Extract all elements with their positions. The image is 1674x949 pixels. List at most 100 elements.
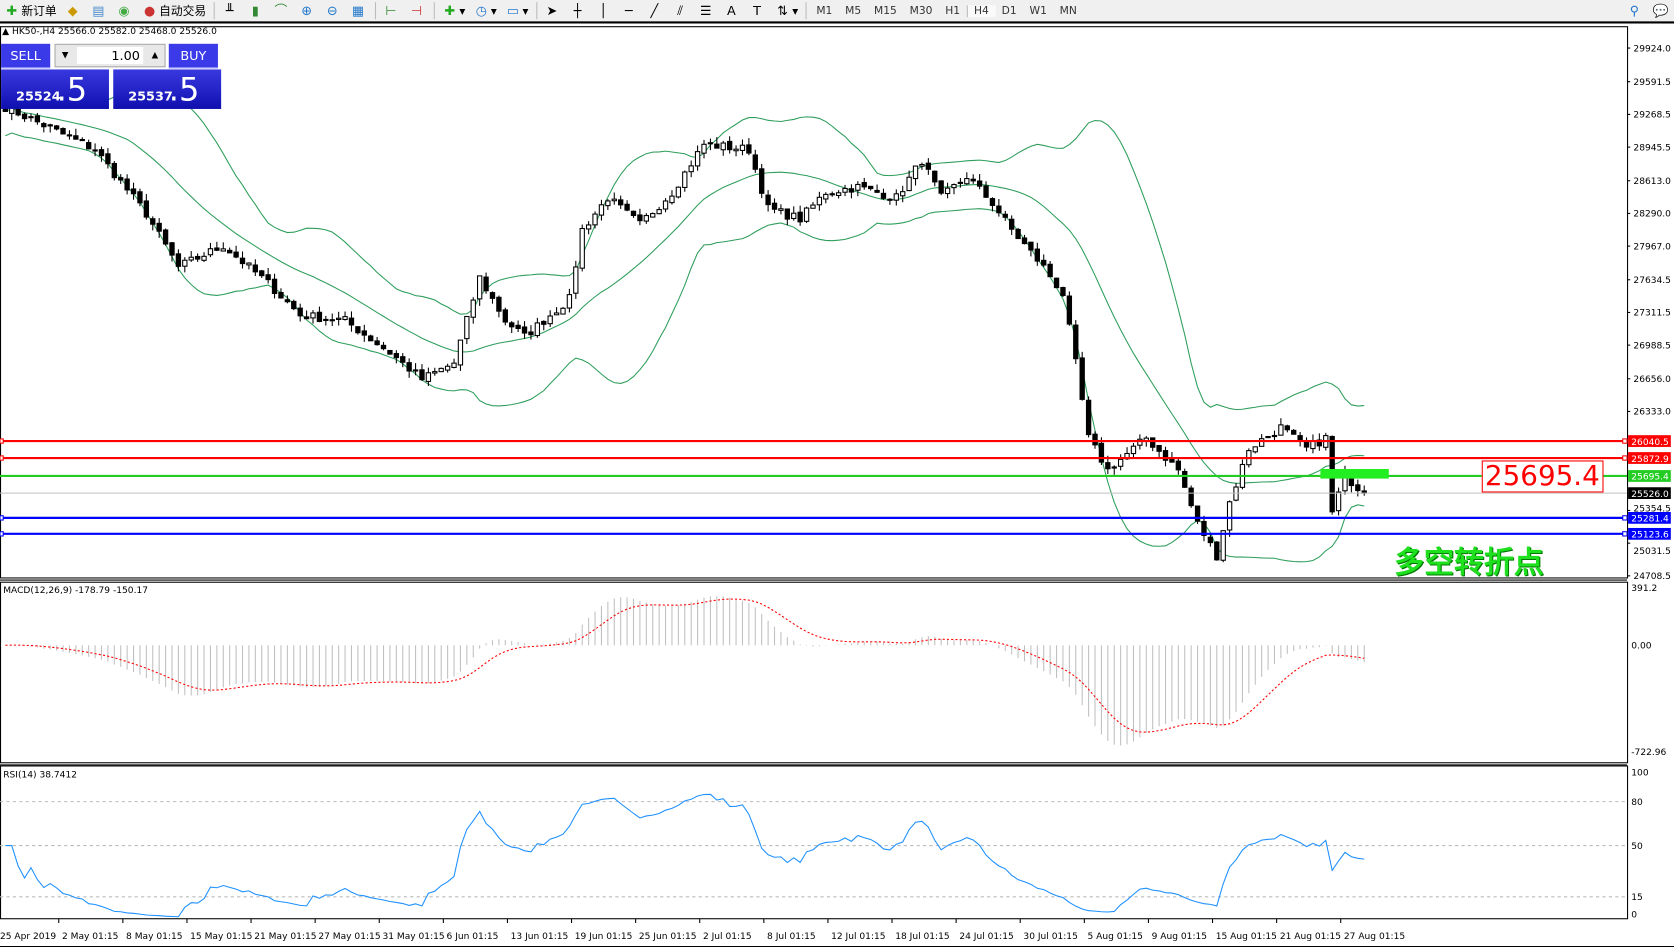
- line-chart-button[interactable]: ⌒: [269, 1, 295, 20]
- candle: [739, 139, 746, 156]
- timeframe-mn[interactable]: MN: [1059, 4, 1077, 17]
- candle-body: [720, 142, 726, 151]
- templates-button[interactable]: ▭ ▾: [506, 3, 529, 19]
- candle: [887, 198, 893, 205]
- sell-button[interactable]: SELL: [1, 43, 51, 69]
- candle: [592, 211, 598, 229]
- candle-body: [803, 207, 810, 222]
- text-label-icon: T: [753, 3, 761, 19]
- navigator-button[interactable]: ▤: [87, 1, 113, 20]
- candle: [412, 363, 419, 376]
- candle: [60, 127, 66, 135]
- market-watch-button[interactable]: ◆: [61, 1, 87, 20]
- chart-area[interactable]: 26040.5 25872.9 25695.4 25526.0 25281.4 25123…: [0, 24, 1674, 949]
- candle-body: [425, 372, 432, 382]
- collapse-icon[interactable]: ▲: [2, 26, 10, 38]
- candle: [778, 204, 784, 215]
- text-label-button[interactable]: T: [745, 1, 771, 20]
- arrows-button[interactable]: ⇅ ▾: [771, 1, 803, 20]
- crosshair-button[interactable]: ┼: [566, 1, 592, 20]
- pivot-zone-marker: [1320, 468, 1389, 479]
- vertical-line-button[interactable]: │: [591, 1, 617, 20]
- fibonacci-button[interactable]: ☰: [694, 1, 720, 20]
- equidistant-channel-button[interactable]: ⫽: [668, 1, 694, 20]
- sell-price-panel[interactable]: 25524 .5: [1, 69, 109, 109]
- candle-body: [1188, 487, 1194, 507]
- buy-button[interactable]: BUY: [168, 43, 218, 69]
- time-tick-label: 15 May 01:15: [190, 932, 252, 942]
- buy-price: 25537: [128, 88, 173, 104]
- timeframe-w1[interactable]: W1: [1029, 4, 1047, 17]
- candle: [598, 199, 605, 221]
- candle: [1041, 254, 1047, 267]
- indicators-button[interactable]: ✚ ▾: [438, 1, 470, 20]
- candle-body: [585, 224, 592, 230]
- timeframe-m5[interactable]: M5: [845, 4, 862, 17]
- buy-price-panel[interactable]: 25537 .5: [113, 69, 222, 109]
- macd-label: MACD(12,26,9) -178.79 -150.17: [3, 586, 148, 596]
- candle-body: [669, 195, 675, 204]
- one-click-trading-panel: SELL ▼ 1.00 ▲ BUY 25524 .5 25537 .5: [1, 43, 222, 109]
- sell-price-pips: .5: [56, 71, 88, 109]
- candle: [1233, 483, 1239, 502]
- time-tick-label: 27 May 01:15: [318, 932, 380, 942]
- channel-icon: ⫽: [677, 3, 683, 19]
- zoom-in-button[interactable]: ⊕: [295, 1, 321, 20]
- candle: [733, 145, 739, 157]
- bollinger-middle: [5, 108, 1365, 484]
- candle: [925, 158, 932, 175]
- increase-lot-icon[interactable]: ▲: [151, 50, 159, 60]
- candle-body: [976, 180, 983, 187]
- timeframe-m1[interactable]: M1: [816, 4, 833, 17]
- candle: [1130, 443, 1137, 460]
- autotrading-button[interactable]: ● 自动交易: [143, 3, 207, 19]
- price-annotation-label[interactable]: 25695.4: [1481, 460, 1604, 493]
- candle-body: [470, 299, 476, 318]
- candle: [752, 149, 758, 173]
- candle: [207, 242, 214, 258]
- timeframe-h1[interactable]: H1: [945, 4, 961, 17]
- divider: [374, 2, 377, 20]
- signal-button[interactable]: ◉: [112, 1, 138, 20]
- candle-body: [912, 165, 919, 180]
- chat-button[interactable]: 💬: [1648, 1, 1674, 20]
- candle: [496, 295, 502, 318]
- timeframe-m15[interactable]: M15: [874, 4, 897, 17]
- candle-body: [1047, 263, 1053, 278]
- lot-size-stepper[interactable]: ▼ 1.00 ▲: [54, 43, 166, 68]
- auto-scroll-button[interactable]: ⊢: [379, 1, 405, 20]
- candle: [726, 136, 733, 154]
- chart-canvas[interactable]: 26040.5 25872.9 25695.4 25526.0 25281.4 25123…: [0, 24, 1674, 949]
- candle-body: [553, 312, 560, 316]
- fibonacci-icon: ☰: [699, 3, 712, 19]
- timeframe-m30[interactable]: M30: [909, 4, 933, 17]
- new-order-button[interactable]: ✚ 新订单: [0, 1, 61, 20]
- candle: [528, 325, 534, 340]
- bollinger-lower: [5, 132, 1365, 563]
- candle: [335, 311, 342, 326]
- level-price-label: 25695.4: [1631, 473, 1669, 483]
- candle: [983, 181, 989, 198]
- candle-body: [1073, 324, 1079, 360]
- candlestick-button[interactable]: ▮: [244, 1, 270, 20]
- pivot-annotation-text[interactable]: 多空转折点: [1394, 544, 1544, 581]
- search-button[interactable]: ⚲: [1623, 1, 1649, 20]
- tile-windows-button[interactable]: ▦: [346, 1, 372, 20]
- lot-size-input[interactable]: 1.00: [76, 47, 144, 65]
- rsi-tick-label: 100: [1631, 769, 1649, 779]
- timeframe-h4[interactable]: H4: [966, 4, 996, 17]
- horizontal-line-button[interactable]: ─: [617, 1, 643, 20]
- text-button[interactable]: A: [720, 1, 746, 20]
- periods-button[interactable]: ◷ ▾: [475, 3, 497, 19]
- chart-shift-button[interactable]: ⊣: [405, 1, 431, 20]
- bar-chart-button[interactable]: ╨: [218, 1, 244, 20]
- decrease-lot-icon[interactable]: ▼: [61, 50, 69, 60]
- trendline-button[interactable]: ╱: [643, 1, 669, 20]
- timeframe-d1[interactable]: D1: [1001, 4, 1017, 17]
- zoom-out-button[interactable]: ⊖: [320, 1, 346, 20]
- cursor-button[interactable]: ➤: [540, 1, 566, 20]
- time-tick-label: 19 Jun 01:15: [575, 932, 633, 942]
- level-handle: [0, 531, 4, 537]
- candle: [246, 262, 252, 270]
- level-handle: [0, 438, 4, 444]
